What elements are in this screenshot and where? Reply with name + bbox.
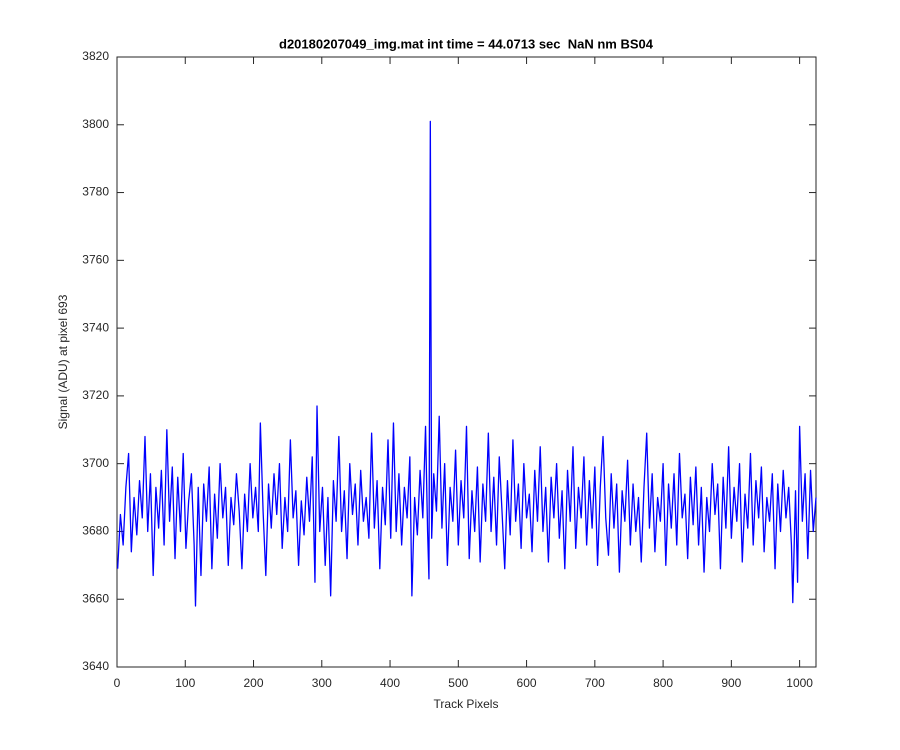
y-axis-label: Signal (ADU) at pixel 693 [56, 294, 70, 429]
y-tick-label: 3680 [82, 524, 109, 538]
y-tick-label: 3720 [82, 388, 109, 402]
plot-area [116, 56, 817, 668]
x-tick-label: 600 [517, 676, 537, 690]
x-axis-label: Track Pixels [434, 697, 499, 711]
x-tick-label: 400 [380, 676, 400, 690]
x-tick-label: 900 [721, 676, 741, 690]
x-tick-label: 0 [114, 676, 121, 690]
x-tick-label: 1000 [786, 676, 813, 690]
x-tick-label: 500 [448, 676, 468, 690]
data-line [117, 120, 817, 607]
y-tick-label: 3740 [82, 320, 109, 334]
y-tick-label: 3780 [82, 185, 109, 199]
y-tick-label: 3820 [82, 49, 109, 63]
x-tick-label: 200 [244, 676, 264, 690]
x-tick-label: 800 [653, 676, 673, 690]
x-tick-label: 700 [585, 676, 605, 690]
y-tick-label: 3660 [82, 591, 109, 605]
y-tick-label: 3640 [82, 659, 109, 673]
y-tick-label: 3760 [82, 253, 109, 267]
x-tick-label: 300 [312, 676, 332, 690]
y-tick-label: 3800 [82, 117, 109, 131]
y-tick-label: 3700 [82, 456, 109, 470]
chart-title: d20180207049_img.mat int time = 44.0713 … [279, 36, 654, 51]
x-tick-label: 100 [175, 676, 195, 690]
